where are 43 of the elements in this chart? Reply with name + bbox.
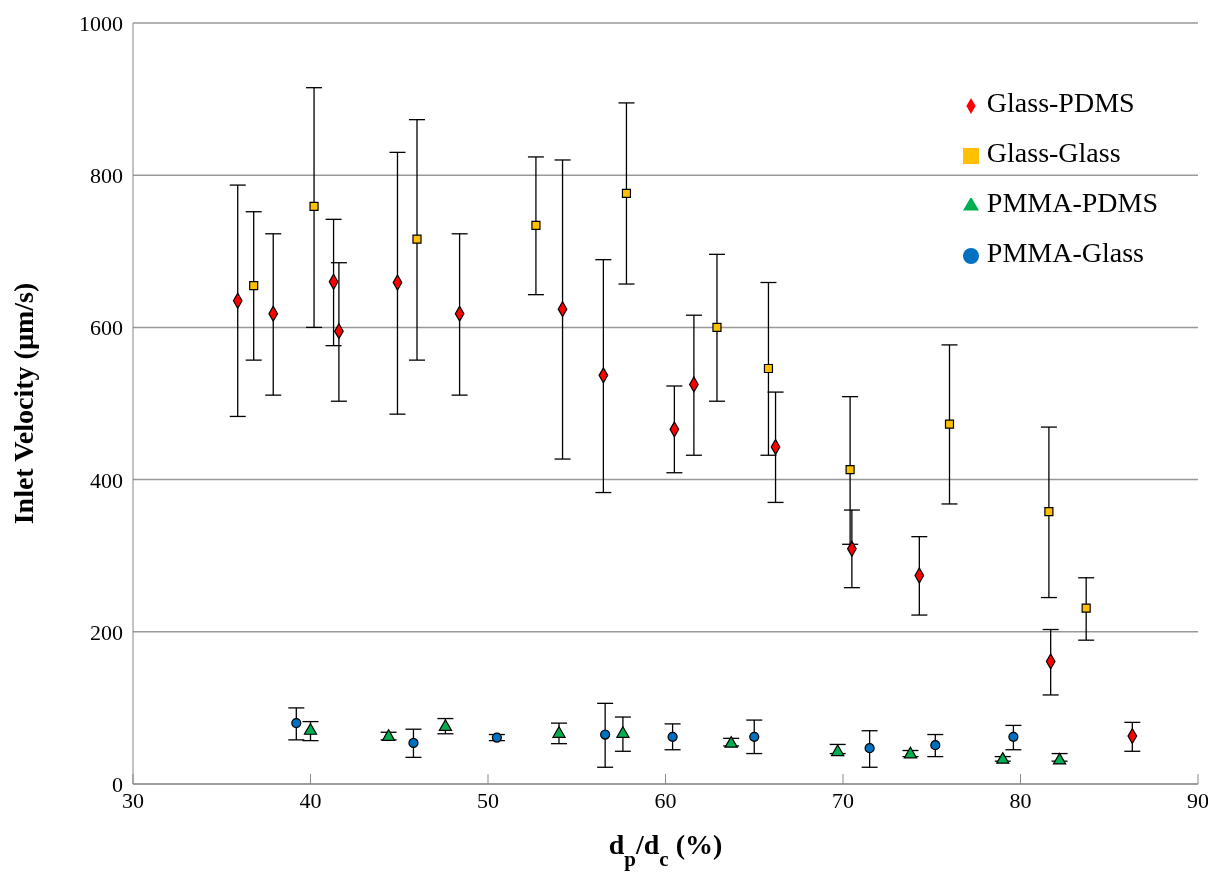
x-axis-title: d$_{p}$/d$_{c}$ (%) [608, 829, 723, 871]
legend-label: PMMA-PDMS [986, 187, 1158, 218]
x-tick-label: 40 [299, 788, 322, 813]
y-tick-label: 400 [90, 467, 123, 493]
legend-label: PMMA-Glass [986, 237, 1144, 268]
legend-label: Glass-Glass [986, 137, 1121, 168]
point [996, 752, 1010, 764]
legend-label: Glass-PDMS [986, 87, 1135, 118]
y-tick-label: 600 [90, 315, 123, 341]
y-axis-title: Inlet Velocity (µm/s) [8, 282, 39, 525]
point [616, 726, 630, 738]
point [930, 740, 941, 751]
point [249, 280, 259, 291]
point [845, 465, 855, 475]
point [1008, 731, 1019, 742]
point [864, 743, 875, 754]
y-tick-label: 800 [90, 163, 123, 189]
x-tick-label: 80 [1009, 788, 1032, 813]
x-tick-label: 60 [654, 788, 677, 813]
y-tick-label: 200 [90, 619, 123, 645]
y-tick-label: 1000 [79, 11, 123, 36]
point [667, 731, 678, 742]
point [712, 322, 722, 332]
point [408, 737, 419, 749]
point [531, 220, 541, 231]
point [291, 718, 302, 729]
x-tick-label: 90 [1187, 788, 1209, 813]
x-tick-label: 50 [477, 788, 499, 813]
point [749, 731, 760, 742]
point [552, 726, 566, 738]
point [1081, 603, 1091, 613]
x-tick-label: 30 [122, 788, 144, 813]
y-tick-label: 0 [112, 772, 123, 797]
point [600, 729, 611, 740]
point [621, 188, 632, 199]
point [491, 732, 502, 743]
point [412, 234, 422, 244]
point [303, 723, 318, 735]
point [944, 419, 955, 429]
point [309, 201, 319, 211]
point [1044, 506, 1054, 517]
x-tick-label: 70 [832, 788, 854, 813]
point [763, 363, 774, 374]
